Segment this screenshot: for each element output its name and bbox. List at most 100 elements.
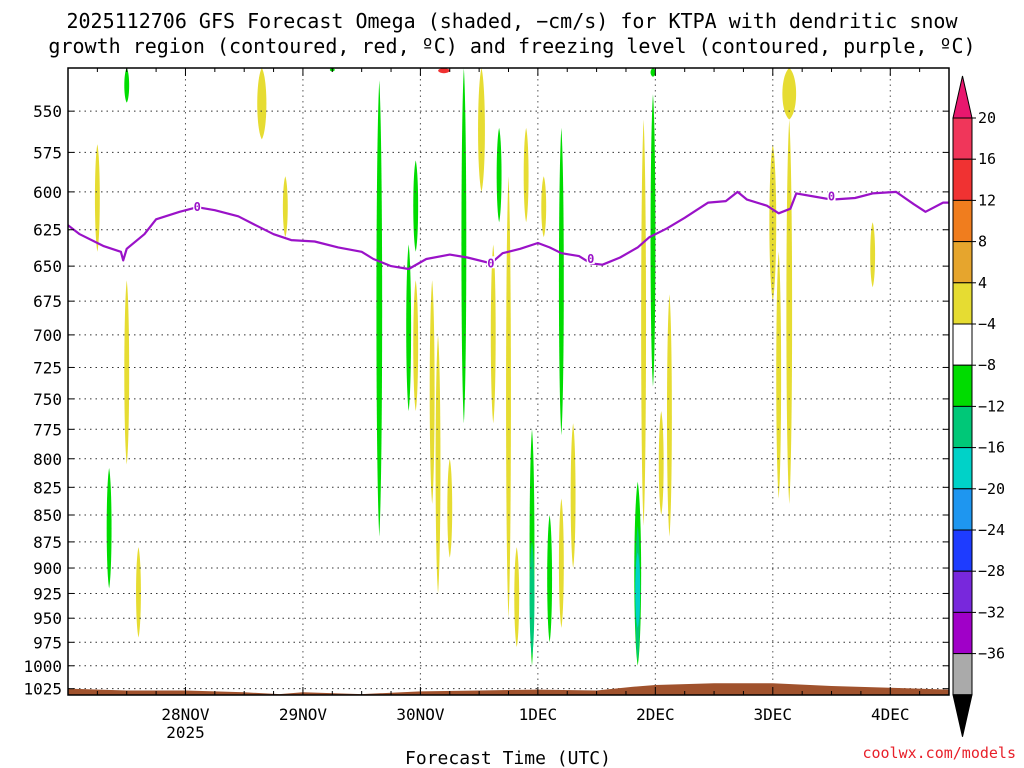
x-tick-label: 3DEC — [754, 705, 793, 724]
omega-region — [435, 334, 441, 594]
colorbar-swatch — [952, 241, 973, 284]
colorbar-swatch — [952, 117, 973, 160]
omega-region — [257, 68, 267, 140]
x-tick-sublabel: 2025 — [166, 723, 205, 742]
x-tick-label: 4DEC — [871, 705, 910, 724]
x-tick-label: 29NOV — [279, 705, 328, 724]
y-tick-label: 650 — [33, 257, 62, 276]
colorbar-label: −12 — [978, 397, 1005, 415]
y-tick-label: 875 — [33, 533, 62, 552]
omega-region — [547, 515, 553, 643]
y-tick-label: 750 — [33, 390, 62, 409]
freezing-level-label: 0 — [587, 252, 594, 266]
omega-region — [406, 244, 412, 412]
omega-region — [650, 68, 656, 77]
colorbar-label: −8 — [978, 356, 996, 374]
omega-region — [447, 458, 453, 558]
freezing-level-label-bg — [586, 251, 595, 264]
colorbar-swatch — [952, 405, 973, 449]
terrain-polygon — [68, 683, 949, 695]
y-tick-label: 675 — [33, 292, 62, 311]
y-tick-label: 900 — [33, 559, 62, 578]
y-tick-label: 700 — [33, 326, 62, 345]
colorbar-swatch — [952, 529, 973, 572]
omega-region — [666, 294, 672, 537]
colorbar-swatch — [952, 653, 973, 696]
y-tick-label: 1025 — [23, 680, 62, 699]
x-tick-label: 28NOV — [161, 705, 210, 724]
y-tick-label: 850 — [33, 506, 62, 525]
freezing-level-label: 0 — [487, 256, 494, 270]
colorbar-swatch — [952, 158, 973, 201]
omega-region — [94, 144, 100, 252]
omega-region — [782, 68, 797, 120]
colorbar-label: −28 — [978, 562, 1005, 580]
colorbar-label: 16 — [978, 150, 996, 168]
y-tick-label: 725 — [33, 358, 62, 377]
y-tick-label: 775 — [33, 420, 62, 439]
colorbar-swatch — [952, 611, 973, 655]
colorbar-swatch — [952, 488, 973, 531]
chart-title-line2: growth region (contoured, red, ºC) and f… — [48, 34, 975, 58]
omega-region — [413, 160, 419, 252]
y-axis: 550 575 600 625 650 675 700 725 750 775 800 825 850 8… — [23, 102, 949, 699]
colorbar-label: −16 — [978, 439, 1005, 457]
colorbar-label: −4 — [978, 315, 996, 333]
dendritic-growth-region — [438, 68, 450, 74]
y-tick-label: 800 — [33, 450, 62, 469]
colorbar-swatch — [952, 199, 973, 243]
colorbar-label: −32 — [978, 603, 1005, 621]
colorbar-label: −36 — [978, 645, 1005, 663]
x-tick-label: 30NOV — [396, 705, 445, 724]
colorbar-swatch — [952, 570, 973, 613]
freezing-level-label: 0 — [194, 200, 201, 214]
freezing-level-label-bg — [827, 189, 836, 202]
colorbar-swatch — [952, 447, 973, 490]
omega-region — [376, 80, 383, 537]
omega-region — [523, 127, 529, 223]
colorbar-swatch — [952, 323, 973, 366]
omega-region — [641, 119, 647, 526]
colorbar-label: 20 — [978, 109, 996, 127]
omega-region — [478, 68, 485, 192]
omega-region — [650, 94, 656, 387]
omega-region — [136, 547, 141, 638]
y-tick-label: 825 — [33, 478, 62, 497]
omega-region — [529, 541, 535, 657]
omega-region — [786, 119, 793, 505]
colorbar: 20 16 12 8 4 −4 −8 −12 −16 −20 −24 −28 −32 −36 — [952, 75, 1005, 737]
omega-region — [506, 176, 511, 619]
x-tick-label: 1DEC — [519, 705, 558, 724]
freezing-level-label-bg — [486, 256, 495, 269]
credit-text: coolwx.com/models — [862, 744, 1016, 762]
omega-region — [429, 280, 435, 505]
omega-region — [490, 244, 496, 424]
omega-region — [541, 176, 547, 238]
omega-region — [124, 68, 130, 103]
colorbar-label: 4 — [978, 274, 987, 292]
omega-region — [496, 127, 502, 223]
y-tick-label: 625 — [33, 221, 62, 240]
omega-region — [124, 280, 130, 465]
colorbar-swatch — [952, 364, 973, 407]
colorbar-top-arrow — [952, 75, 973, 119]
y-tick-label: 975 — [33, 633, 62, 652]
omega-region — [558, 127, 564, 436]
y-tick-label: 1000 — [23, 657, 62, 676]
chart-title-line1: 2025112706 GFS Forecast Omega (shaded, −… — [66, 9, 958, 33]
terrain-fill — [68, 683, 949, 695]
dgz-region — [438, 68, 450, 74]
colorbar-swatch — [952, 282, 973, 325]
x-axis-label: Forecast Time (UTC) — [405, 748, 611, 768]
freezing-level-label: 0 — [828, 190, 835, 204]
omega-region — [514, 547, 520, 648]
y-tick-label: 600 — [33, 183, 62, 202]
omega-region — [635, 552, 641, 628]
colorbar-label: −20 — [978, 480, 1005, 498]
omega-region — [558, 498, 564, 628]
omega-region — [282, 176, 288, 238]
colorbar-label: −24 — [978, 521, 1005, 539]
y-tick-label: 550 — [33, 102, 62, 121]
